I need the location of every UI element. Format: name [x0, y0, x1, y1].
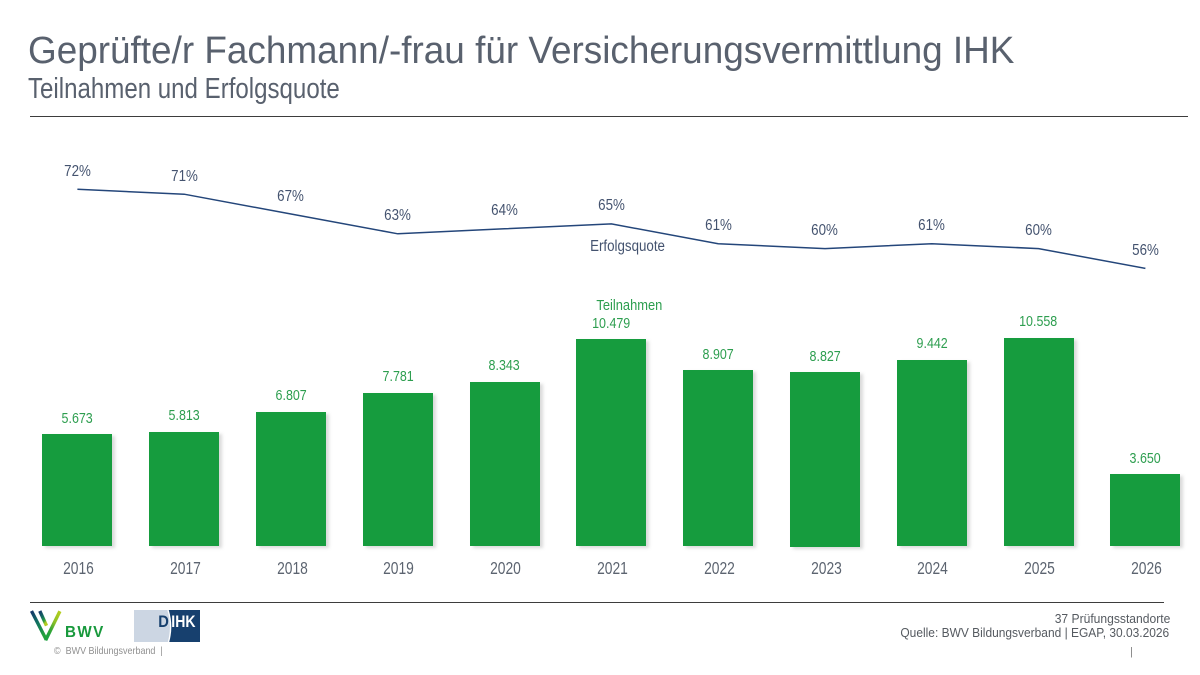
- svg-text:D: D: [158, 613, 169, 631]
- svg-text:IHK: IHK: [171, 613, 195, 631]
